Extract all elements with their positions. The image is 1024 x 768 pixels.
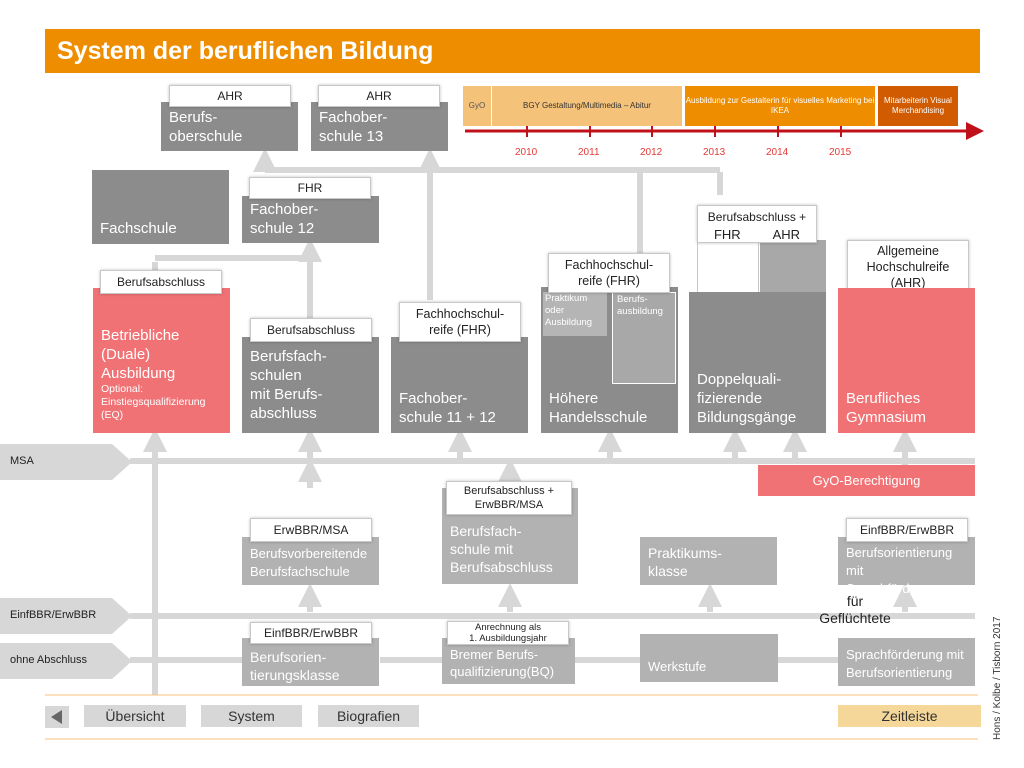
timeline-segment-bgy[interactable]: BGY Gestaltung/Multimedia – Abitur xyxy=(492,86,682,126)
berufsfachschulen-box[interactable]: Berufsfach- schulen mit Berufs- abschlus… xyxy=(242,337,379,433)
fos1112-label: Fachober- schule 11 + 12 xyxy=(399,390,496,426)
agh-tag: Allgemeine Hochschulreife (AHR) xyxy=(847,240,969,292)
year-label: 2013 xyxy=(703,147,726,158)
fachoberschule-13-box[interactable]: Fachober- schule 13 xyxy=(311,102,448,151)
werkstufe-box[interactable]: Werkstufe xyxy=(640,634,778,682)
msa-text: MSA xyxy=(10,455,34,467)
fos12-tag: FHR xyxy=(249,177,371,199)
year-label: 2011 xyxy=(578,147,600,158)
ohne-abschluss-line-label: ohne Abschluss xyxy=(0,643,132,679)
bremer-berufsqualifizierung-box[interactable]: Bremer Berufs- qualifizierung(BQ) xyxy=(442,638,575,684)
berufsvorbereitende-bfs-box[interactable]: Berufsvorbereitende Berufsfachschule xyxy=(242,537,379,585)
back-arrow-icon xyxy=(51,710,62,724)
doppel-fhr-label: FHR xyxy=(713,227,741,242)
duale-sub: Optional: Einstiegsqualifizierung (EQ) xyxy=(101,383,206,421)
doppel-tag: Berufsabschluss + FHR AHR xyxy=(697,205,817,243)
bvb-tag: ErwBBR/MSA xyxy=(250,518,372,542)
msa-line-label: MSA xyxy=(0,444,132,480)
fos1112-tag: Fachhochschul- reife (FHR) xyxy=(399,302,521,342)
timeline-segment-visual-merchandising[interactable]: Mitarbeiterin Visual Merchandising xyxy=(878,86,958,126)
year-label: 2010 xyxy=(515,147,538,158)
fachoberschule-1112-box[interactable]: Fachober- schule 11 + 12 xyxy=(391,337,528,433)
nav-zeitleiste[interactable]: Zeitleiste xyxy=(838,705,981,727)
duale-tag: Berufsabschluss xyxy=(100,270,222,294)
sprachfoerderung-berufsorientierung-box[interactable]: Sprachförderung mit Berufsorientierung xyxy=(838,638,975,686)
year-label: 2012 xyxy=(640,147,663,158)
timeline-segment-ikea[interactable]: Ausbildung zur Gestalterin für visuelles… xyxy=(685,86,875,126)
nav-system[interactable]: System xyxy=(201,705,302,727)
praktikum-box: Praktikum oder Ausbildung xyxy=(543,292,607,336)
bos-tag: AHR xyxy=(169,85,291,107)
berufsorientierung-sprachfoerderung-box[interactable]: Berufsorientierung mit Sprachförderung xyxy=(838,537,975,596)
nav-biografien[interactable]: Biografien xyxy=(318,705,419,727)
doppelqualifizierende-box[interactable]: Doppelquali- fizierende Bildungsgänge xyxy=(689,292,826,433)
year-label: 2014 xyxy=(766,147,789,158)
hhs-label: Höhere Handelsschule xyxy=(549,390,648,426)
doppel-label: Doppelquali- fizierende Bildungsgänge xyxy=(697,371,797,426)
berufliches-gymnasium-box[interactable]: Berufliches Gymnasium xyxy=(838,288,975,433)
bosf-tag: EinfBBR/ErwBBR xyxy=(846,518,968,542)
bok-tag: EinfBBR/ErwBBR xyxy=(250,622,372,644)
fachschule-label: Fachschule xyxy=(100,220,177,237)
doppel-fhr-box xyxy=(697,236,759,294)
bfs2-tag: Berufsabschluss + ErwBBR/MSA xyxy=(446,481,572,515)
fuer-gefluechtete-note: für Geflüchtete xyxy=(819,593,891,626)
gym-label: Berufliches Gymnasium xyxy=(846,390,927,426)
timeline-segment-gyo[interactable]: GyO xyxy=(463,86,491,126)
einf-line-label: EinfBBR/ErwBBR xyxy=(0,598,132,634)
doppel-ahr-label: AHR xyxy=(772,227,801,242)
fachoberschule-12-box[interactable]: Fachober- schule 12 xyxy=(242,196,379,243)
ohne-text: ohne Abschluss xyxy=(10,654,88,666)
einf-text: EinfBBR/ErwBBR xyxy=(10,609,97,621)
page-title: System der beruflichen Bildung xyxy=(45,29,980,73)
bq-tag: Anrechnung als 1. Ausbildungsjahr xyxy=(447,621,569,645)
nav-uebersicht[interactable]: Übersicht xyxy=(84,705,186,727)
fachschule-box[interactable]: Fachschule xyxy=(92,170,229,244)
werkstufe-label: Werkstufe xyxy=(648,659,707,674)
duale-label: Betriebliche (Duale) Ausbildung xyxy=(101,327,180,382)
duale-ausbildung-box[interactable]: Betriebliche (Duale) Ausbildung Optional… xyxy=(93,288,230,433)
berufsoberschule-box[interactable]: Berufs- oberschule xyxy=(161,102,298,151)
doppel-tag-title: Berufsabschluss + xyxy=(707,210,807,224)
hhs-tag: Fachhochschul- reife (FHR) xyxy=(548,253,670,293)
bfs-tag: Berufsabschluss xyxy=(250,318,372,342)
credit: Hons / Kolbe / Tisborn 2017 xyxy=(992,616,1003,740)
back-button[interactable] xyxy=(45,706,69,728)
gyo-berechtigung-box[interactable]: GyO-Berechtigung xyxy=(758,465,975,496)
berufsausbildung-box: Berufs- ausbildung xyxy=(612,292,676,384)
fos13-tag: AHR xyxy=(318,85,440,107)
berufsorientierungsklasse-box[interactable]: Berufsorien- tierungsklasse xyxy=(242,638,379,686)
praktikumsklasse-box[interactable]: Praktikums- klasse xyxy=(640,537,777,585)
year-label: 2015 xyxy=(829,147,852,158)
